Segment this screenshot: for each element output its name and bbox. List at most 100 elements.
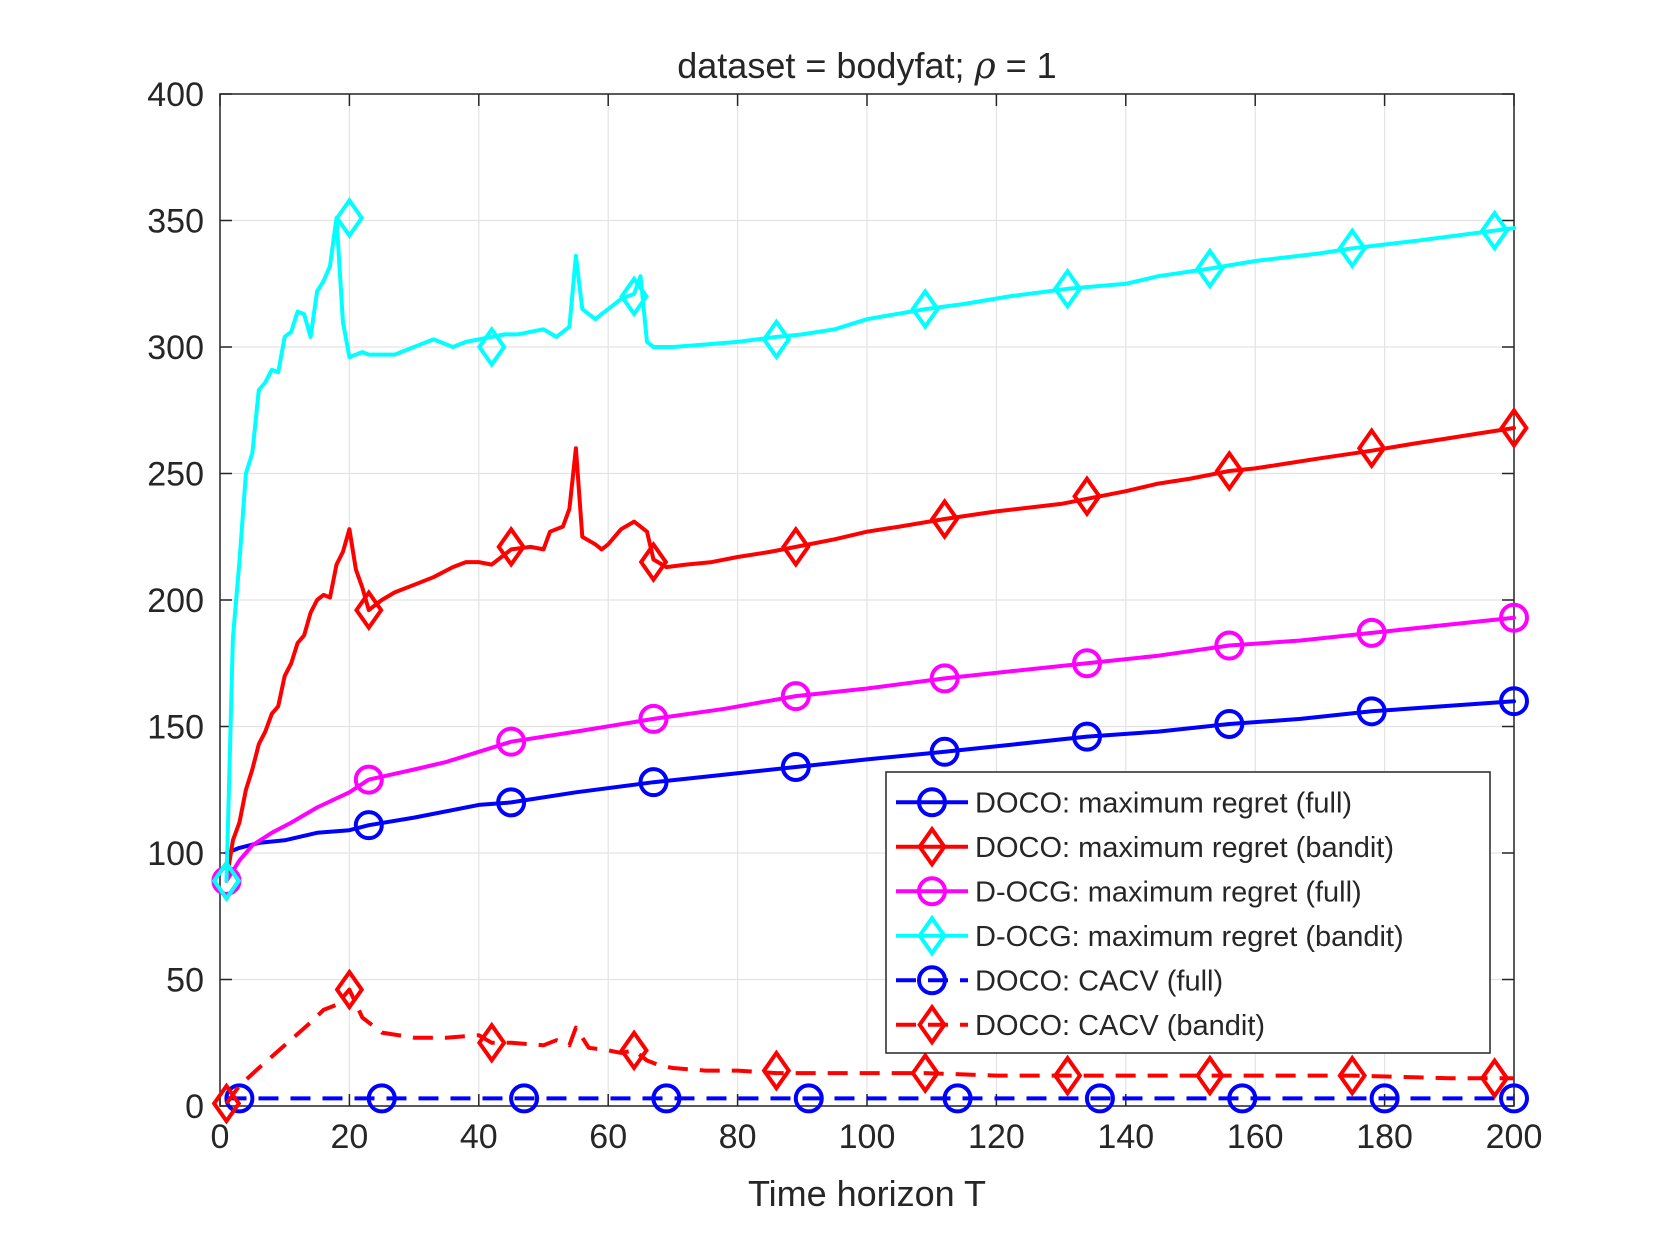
x-tick-label: 20 <box>330 1118 368 1156</box>
legend-label: D-OCG: maximum regret (bandit) <box>975 921 1404 953</box>
x-tick-label: 60 <box>589 1118 627 1156</box>
series-marker <box>781 525 811 568</box>
series-marker <box>619 1029 649 1072</box>
series-lines <box>211 196 1529 1125</box>
legend-label: D-OCG: maximum regret (full) <box>975 876 1362 908</box>
legend-entry-0: DOCO: maximum regret (full) <box>896 787 1352 819</box>
series-marker <box>619 275 649 318</box>
series-marker <box>1499 686 1529 717</box>
series-marker <box>1214 449 1245 492</box>
series-marker <box>1052 1054 1083 1097</box>
series-marker <box>353 810 384 841</box>
series-marker <box>1479 209 1510 252</box>
legend-entry-1: DOCO: maximum regret (bandit) <box>896 825 1394 868</box>
x-tick-labels: 0 20 40 60 80 100 120 140 160 180 200 <box>211 1118 1543 1156</box>
series-marker <box>638 703 669 734</box>
series-marker <box>1499 602 1529 633</box>
series-marker <box>1072 475 1102 518</box>
series-marker <box>1337 227 1368 270</box>
series-marker <box>476 1021 507 1064</box>
series-marker <box>638 541 669 584</box>
series-marker <box>1499 1083 1529 1114</box>
series-marker <box>1369 1083 1400 1114</box>
series-marker <box>910 1052 941 1095</box>
series-marker <box>942 1083 973 1114</box>
series-line <box>224 426 1516 883</box>
legend-box <box>885 771 1491 1054</box>
legend-entry-2: D-OCG: maximum regret (full) <box>896 876 1362 908</box>
x-tick-label: 80 <box>719 1118 757 1156</box>
series-marker <box>761 1049 792 1092</box>
series-marker <box>1356 617 1387 648</box>
x-tick-label: 100 <box>839 1118 896 1156</box>
legend-marker <box>917 787 947 818</box>
legend-marker <box>917 876 947 907</box>
series-marker <box>1195 1054 1225 1097</box>
y-tick-label: 200 <box>147 582 204 620</box>
series-0 <box>224 686 1529 855</box>
series-marker <box>638 767 669 798</box>
legend: DOCO: maximum regret (full) DOCO: maximum… <box>885 771 1491 1054</box>
series-4 <box>224 1083 1529 1114</box>
series-marker <box>910 288 941 331</box>
series-line <box>224 987 1514 1105</box>
legend-marker <box>917 914 947 957</box>
series-marker <box>929 498 960 541</box>
y-tick-label: 300 <box>147 329 204 367</box>
series-marker <box>1195 247 1225 290</box>
y-tick-label: 400 <box>147 76 204 114</box>
series-marker <box>929 663 960 694</box>
series-marker <box>1214 708 1245 739</box>
title-rho: ρ <box>973 46 995 87</box>
legend-marker <box>917 1003 947 1046</box>
series-marker <box>1337 1054 1368 1097</box>
x-tick-label: 180 <box>1356 1118 1413 1156</box>
legend-entry-4: DOCO: CACV (full) <box>896 965 1223 997</box>
series-marker <box>1356 696 1387 727</box>
legend-entry-5: DOCO: CACV (bandit) <box>896 1003 1265 1046</box>
x-tick-label: 140 <box>1097 1118 1154 1156</box>
y-tick-label: 50 <box>166 962 204 1000</box>
series-marker <box>211 859 242 902</box>
x-tick-label: 200 <box>1486 1118 1543 1156</box>
series-marker <box>929 736 960 767</box>
legend-label: DOCO: CACV (bandit) <box>975 1010 1265 1042</box>
series-marker <box>1214 630 1245 661</box>
x-tick-label: 40 <box>460 1118 498 1156</box>
series-marker <box>780 681 811 712</box>
legend-marker <box>917 965 947 996</box>
series-marker <box>224 1083 255 1114</box>
chart-title: dataset = bodyfat; ρ = 1 <box>677 45 1056 87</box>
series-marker <box>366 1083 397 1114</box>
series-marker <box>793 1083 824 1114</box>
y-tick-label: 350 <box>147 203 204 241</box>
series-marker <box>1499 406 1529 449</box>
series-marker <box>761 318 792 361</box>
y-tick-label: 0 <box>185 1088 204 1126</box>
series-marker <box>496 525 526 568</box>
series-5 <box>211 968 1514 1125</box>
series-marker <box>651 1083 682 1114</box>
series-marker <box>509 1083 540 1114</box>
legend-entry-3: D-OCG: maximum regret (bandit) <box>896 914 1404 957</box>
legend-label: DOCO: maximum regret (full) <box>975 787 1352 819</box>
series-marker <box>354 589 384 632</box>
y-tick-label: 100 <box>147 835 204 873</box>
title-suffix: = 1 <box>996 45 1057 86</box>
series-3 <box>211 196 1516 902</box>
series-marker <box>496 787 527 818</box>
series-marker <box>1071 648 1102 679</box>
x-tick-label: 120 <box>968 1118 1025 1156</box>
series-marker <box>334 196 365 239</box>
y-tick-labels: 0 50 100 150 200 250 300 350 400 <box>147 76 204 1126</box>
legend-marker <box>917 825 947 868</box>
y-tick-label: 250 <box>147 456 204 494</box>
x-axis-label: Time horizon T <box>748 1173 986 1214</box>
series-marker <box>1227 1083 1258 1114</box>
x-tick-label: 0 <box>211 1118 230 1156</box>
series-marker <box>353 764 384 795</box>
series-marker <box>476 325 507 369</box>
series-marker <box>1356 427 1387 470</box>
